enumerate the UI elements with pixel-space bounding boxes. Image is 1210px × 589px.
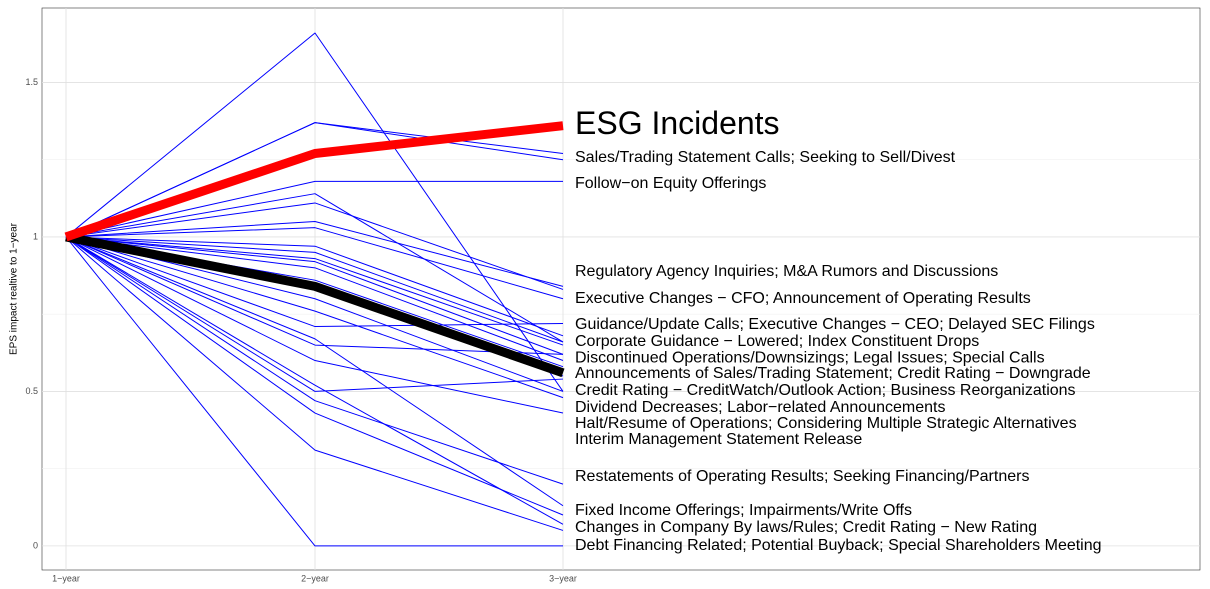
series-label: ESG Incidents [575, 105, 780, 141]
annotation: Discontinued Operations/Downsizings; Leg… [575, 349, 1045, 366]
annotation: Debt Financing Related; Potential Buybac… [575, 537, 1102, 554]
x-tick-label: 3−year [549, 573, 577, 583]
x-tick-label: 1−year [52, 573, 80, 583]
annotation: Changes in Company By laws/Rules; Credit… [575, 519, 1037, 536]
plot-frame [41, 7, 1201, 571]
annotation: Announcements of Sales/Trading Statement… [575, 365, 1091, 382]
series-line [64, 121, 564, 242]
series-line [65, 236, 563, 547]
annotation: Halt/Resume of Operations; Considering M… [575, 415, 1077, 432]
series-line [65, 202, 564, 290]
series-line [65, 236, 564, 343]
annotation: Executive Changes − CFO; Announcement of… [575, 290, 1031, 307]
series-line [65, 236, 564, 328]
y-tick-label: 1.5 [25, 77, 38, 87]
x-tick-label: 2−year [301, 573, 329, 583]
annotation: Sales/Trading Statement Calls; Seeking t… [575, 149, 956, 166]
series-line [65, 32, 564, 392]
annotation: Credit Rating − CreditWatch/Outlook Acti… [575, 382, 1076, 399]
series-line [65, 236, 564, 346]
y-axis-label: EPS impact realtive to 1−year [9, 222, 20, 355]
y-tick-label: 0.5 [25, 386, 38, 396]
series-line [65, 122, 564, 238]
series-line [65, 236, 564, 507]
series-line [65, 236, 564, 516]
series-line [65, 236, 564, 355]
series-line [65, 236, 564, 485]
annotation: Corporate Guidance − Lowered; Index Cons… [575, 333, 979, 350]
series-line [65, 180, 563, 238]
series-line [65, 193, 564, 343]
series-line [65, 236, 564, 531]
series-line [65, 236, 564, 355]
y-tick-label: 0 [33, 540, 38, 550]
series-line [65, 236, 564, 399]
annotation: Dividend Decreases; Labor−related Announ… [575, 399, 945, 416]
series-line [65, 236, 564, 414]
annotation: Fixed Income Offerings; Impairments/Writ… [575, 502, 912, 519]
series-line [65, 236, 564, 361]
series-line [65, 236, 564, 337]
annotation: Regulatory Agency Inquiries; M&A Rumors … [575, 263, 998, 280]
y-tick-label: 1 [33, 231, 38, 241]
annotation: Restatements of Operating Results; Seeki… [575, 468, 1029, 485]
series-line [65, 227, 564, 300]
series-line [65, 236, 564, 392]
series-line [65, 220, 564, 287]
annotation: Interim Management Statement Release [575, 431, 862, 448]
annotation: Guidance/Update Calls; Executive Changes… [575, 316, 1095, 333]
annotation: Follow−on Equity Offerings [575, 175, 766, 192]
series-line [65, 232, 565, 378]
series-line [65, 236, 564, 525]
